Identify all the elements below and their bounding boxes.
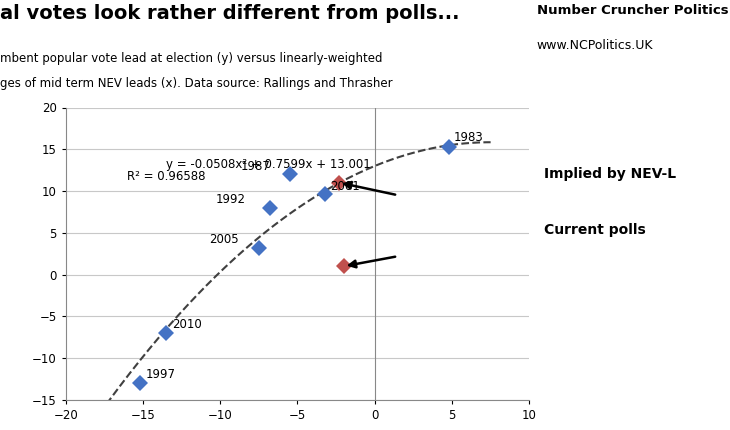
Text: 2005: 2005 [210,233,239,246]
Text: 2001: 2001 [330,180,360,193]
Text: ges of mid term NEV leads (x). Data source: Rallings and Thrasher: ges of mid term NEV leads (x). Data sour… [0,77,393,90]
Text: Number Cruncher Politics: Number Cruncher Politics [537,4,728,17]
Text: Implied by NEV-L: Implied by NEV-L [544,167,676,181]
Text: al votes look rather different from polls...: al votes look rather different from poll… [0,4,459,23]
Text: mbent popular vote lead at election (y) versus linearly-weighted: mbent popular vote lead at election (y) … [0,52,383,64]
Text: Current polls: Current polls [544,223,645,237]
Text: 1987: 1987 [240,160,270,173]
Text: 2010: 2010 [172,318,202,331]
Text: 1992: 1992 [215,193,245,206]
Text: 1983: 1983 [453,131,483,144]
Text: R² = 0.96588: R² = 0.96588 [127,170,205,183]
Text: www.NCPolitics.UK: www.NCPolitics.UK [537,39,653,52]
Text: y = -0.0508x² + 0.7599x + 13.001: y = -0.0508x² + 0.7599x + 13.001 [166,158,371,171]
Text: 1997: 1997 [146,368,176,381]
